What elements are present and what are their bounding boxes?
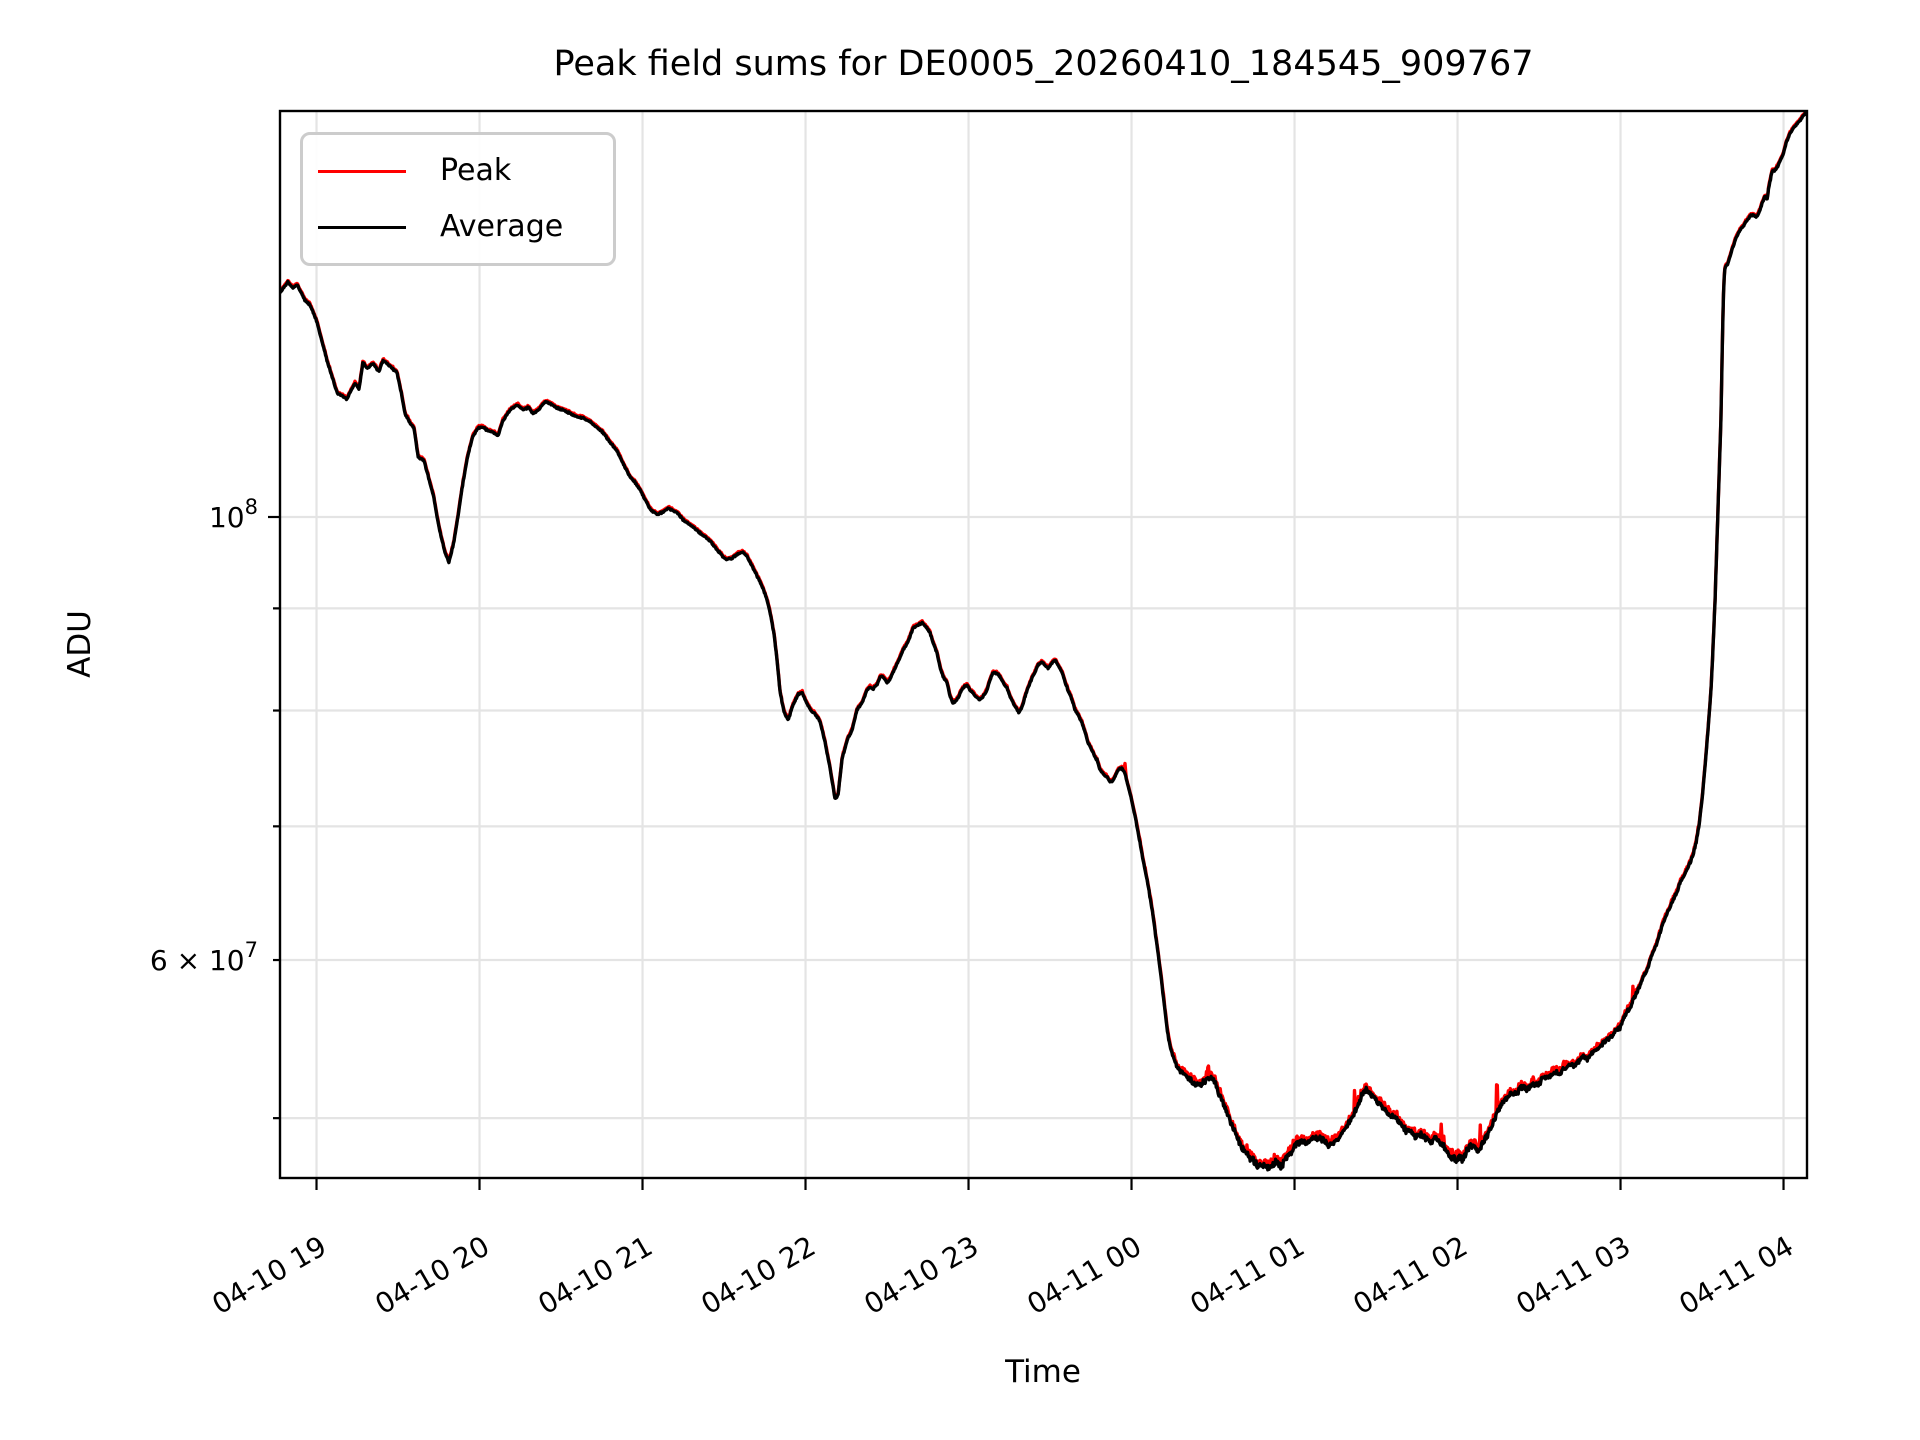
x-tick-label-04-11 02: 04-11 02 xyxy=(1347,1229,1473,1321)
x-tick-label-04-11 03: 04-11 03 xyxy=(1511,1229,1637,1321)
y-tick-label-100: 108 xyxy=(209,495,258,534)
plot-border xyxy=(278,109,1809,1180)
x-tick-label-04-10 20: 04-10 20 xyxy=(369,1229,495,1321)
x-axis-label: Time xyxy=(1005,1354,1081,1390)
legend-item-peak: Peak xyxy=(318,156,613,186)
x-tick-label-04-11 04: 04-11 04 xyxy=(1674,1229,1800,1321)
x-tick-label-04-10 19: 04-10 19 xyxy=(206,1229,332,1321)
series-lines xyxy=(280,111,1807,1172)
gridlines xyxy=(280,111,1807,1178)
x-tick-label-04-10 23: 04-10 23 xyxy=(858,1229,984,1321)
legend: Peak Average xyxy=(300,132,616,266)
legend-item-average: Average xyxy=(318,212,613,242)
x-tick-label-04-11 01: 04-11 01 xyxy=(1184,1229,1310,1321)
legend-label-peak: Peak xyxy=(440,153,512,188)
x-tick-label-04-11 00: 04-11 00 xyxy=(1021,1229,1147,1321)
x-tick-label-04-10 22: 04-10 22 xyxy=(695,1229,821,1321)
average-line xyxy=(280,111,1807,1172)
y-tick-label-60: 6 × 107 xyxy=(150,938,258,977)
peak-line-swatch xyxy=(318,169,406,173)
ticks-and-labels: 04-10 19 04-10 20 04-10 21 04-10 22 04-10 23… xyxy=(150,495,1799,1321)
chart-title: Peak field sums for DE0005_20260410_1845… xyxy=(553,44,1534,84)
x-tick-label-04-10 21: 04-10 21 xyxy=(532,1229,658,1321)
average-line-swatch xyxy=(318,225,406,229)
y-axis-label: ADU xyxy=(62,610,98,678)
legend-label-average: Average xyxy=(440,209,564,244)
peak-line xyxy=(280,111,1807,1169)
